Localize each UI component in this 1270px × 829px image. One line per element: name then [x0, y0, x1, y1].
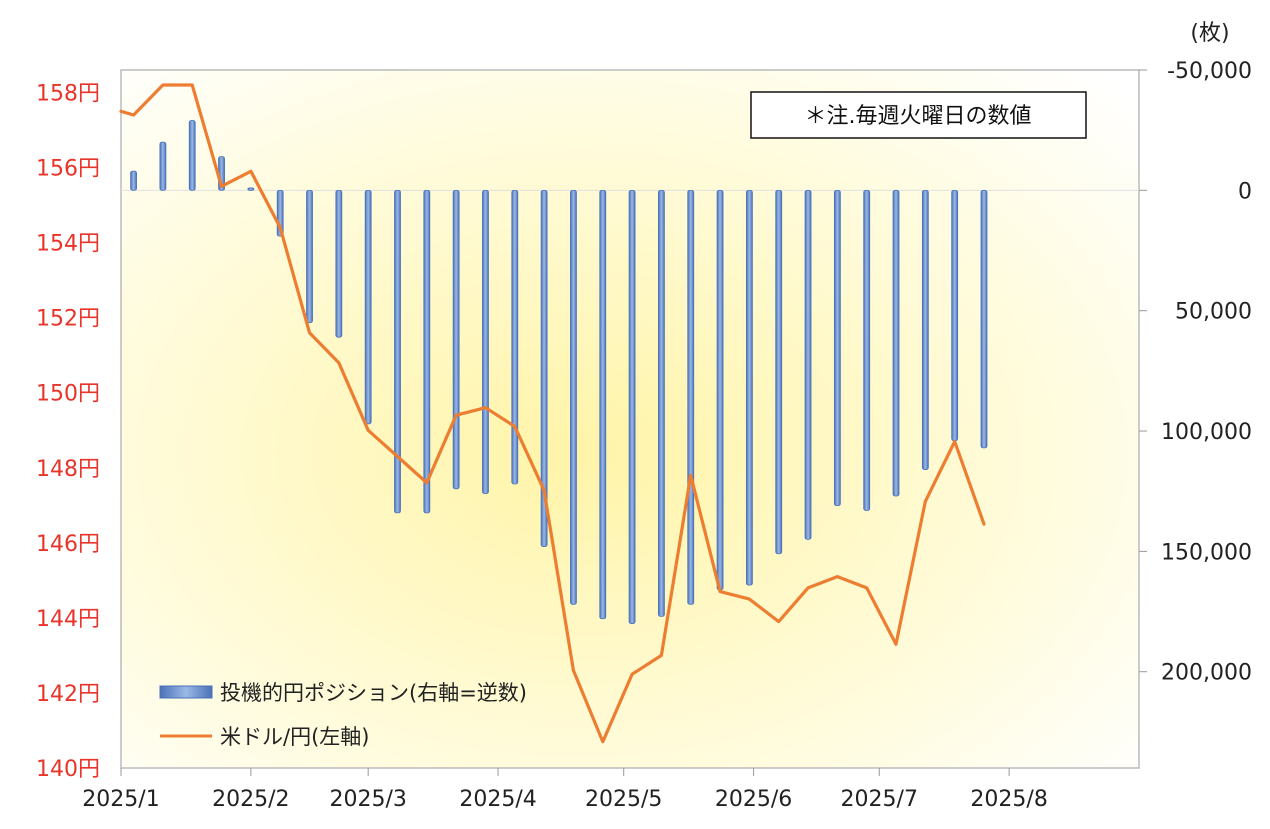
left-tick-label: 158円 — [36, 82, 100, 107]
legend-swatch-bar — [159, 685, 213, 699]
bar — [452, 189, 460, 490]
bar — [335, 189, 343, 338]
x-tick-label: 2025/8 — [970, 787, 1047, 812]
right-tick-label: -50,000 — [1167, 59, 1252, 84]
bar — [892, 189, 900, 497]
bar — [364, 189, 372, 425]
bar — [745, 189, 753, 586]
bar — [628, 189, 636, 624]
bar — [951, 189, 959, 442]
x-tick-label: 2025/7 — [841, 787, 918, 812]
legend-label-bar: 投機的円ポジション(右軸=逆数) — [220, 681, 527, 705]
bar — [775, 189, 783, 555]
bar — [599, 189, 607, 620]
bar — [482, 189, 489, 495]
right-tick-label: 0 — [1238, 179, 1252, 204]
left-tick-label: 154円 — [36, 232, 100, 257]
right-tick-label: 200,000 — [1161, 661, 1252, 686]
x-tick-label: 2025/3 — [329, 787, 406, 812]
bar — [247, 187, 255, 191]
bar — [306, 189, 313, 324]
left-tick-label: 142円 — [36, 682, 100, 707]
left-tick-label: 146円 — [36, 532, 100, 557]
bar — [716, 189, 724, 591]
bar — [511, 189, 519, 485]
bar — [540, 189, 548, 547]
x-tick-label: 2025/5 — [585, 787, 662, 812]
x-tick-label: 2025/1 — [82, 787, 159, 812]
bar — [159, 141, 167, 191]
left-tick-label: 150円 — [36, 382, 100, 407]
bar — [658, 189, 665, 617]
bar — [188, 120, 196, 191]
bar — [570, 189, 577, 605]
x-tick-label: 2025/2 — [212, 787, 289, 812]
bar — [833, 189, 841, 507]
bar — [687, 189, 695, 605]
legend-label-line: 米ドル/円(左軸) — [220, 725, 369, 749]
bar-series — [130, 120, 988, 624]
x-tick-label: 2025/6 — [715, 787, 792, 812]
right-tick-label: 150,000 — [1161, 540, 1252, 565]
bar — [394, 189, 401, 514]
note-box: ＊注.毎週火曜日の数値 — [750, 91, 1087, 139]
plot-frame — [120, 69, 1140, 769]
legend: 投機的円ポジション(右軸=逆数) 米ドル/円(左軸) — [159, 681, 527, 749]
left-tick-label: 148円 — [36, 457, 100, 482]
note-text: ＊注.毎週火曜日の数値 — [805, 104, 1032, 129]
left-tick-label: 152円 — [36, 307, 100, 332]
bar — [980, 189, 988, 449]
bar — [863, 189, 871, 511]
x-tick-label: 2025/4 — [459, 787, 536, 812]
right-axis: -50,000 0 50,000 100,000 150,000 200,000 — [1139, 59, 1252, 686]
bar — [130, 170, 137, 191]
right-tick-label: 50,000 — [1175, 300, 1252, 325]
right-axis-unit: (枚) — [1190, 21, 1229, 46]
bar — [804, 189, 812, 540]
x-axis: 2025/1 2025/2 2025/3 2025/4 2025/5 2025/6 2025… — [82, 768, 1048, 812]
line-series — [119, 83, 986, 744]
right-tick-label: 100,000 — [1161, 420, 1252, 445]
left-tick-label: 156円 — [36, 157, 100, 182]
bar — [921, 189, 929, 470]
left-axis: 140円 142円 144円 146円 148円 150円 152円 154円 156円 158円 — [36, 82, 100, 782]
left-tick-label: 140円 — [36, 757, 100, 782]
left-tick-label: 144円 — [36, 607, 100, 632]
bar — [423, 189, 431, 514]
